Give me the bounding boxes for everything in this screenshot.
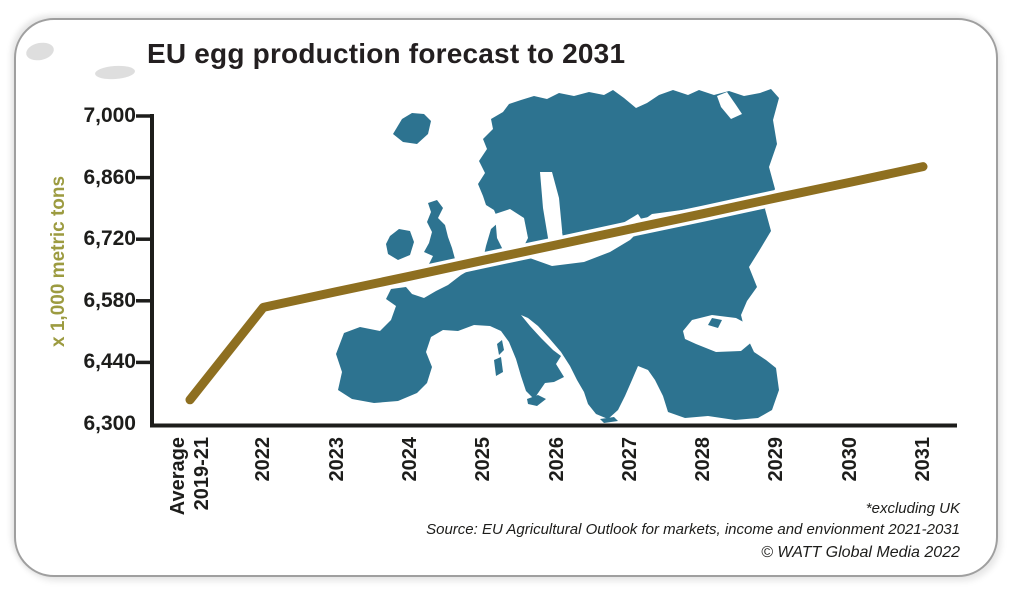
- ireland: [386, 229, 414, 260]
- y-tick-label: 6,440: [83, 350, 136, 374]
- iceland: [393, 113, 431, 144]
- source-note: Source: EU Agricultural Outlook for mark…: [426, 521, 960, 538]
- data-line: [185, 162, 928, 405]
- y-tick-label: 7,000: [83, 104, 136, 127]
- y-tick-label: 6,720: [83, 227, 136, 251]
- gotland: [562, 228, 570, 237]
- skagerrak-sea: [495, 209, 528, 256]
- y-tick-label: 6,580: [83, 288, 136, 312]
- y-tick-label: 6,300: [83, 412, 136, 435]
- y-axis-ticks: [136, 114, 152, 365]
- footnote: *excluding UK: [865, 500, 960, 517]
- great-britain: [424, 200, 455, 271]
- sardinia: [494, 357, 503, 376]
- page-title: EU egg production forecast to 2031: [147, 38, 626, 69]
- white-sea: [717, 92, 742, 119]
- corsica: [497, 340, 504, 355]
- europe-map: [336, 89, 779, 423]
- x-tick-label: 2023: [325, 437, 348, 482]
- x-tick-label: Average 2019-21: [167, 437, 213, 516]
- crete: [600, 417, 618, 423]
- y-tick-label: 6,860: [83, 165, 136, 189]
- x-tick-label: 2022: [252, 437, 275, 482]
- sicily: [527, 395, 546, 406]
- gulf-of-bothnia: [540, 172, 563, 244]
- x-tick-label: 2024: [398, 437, 421, 482]
- black-sea: [683, 315, 753, 352]
- crimea: [708, 318, 722, 328]
- copyright-note: © WATT Global Media 2022: [761, 544, 960, 561]
